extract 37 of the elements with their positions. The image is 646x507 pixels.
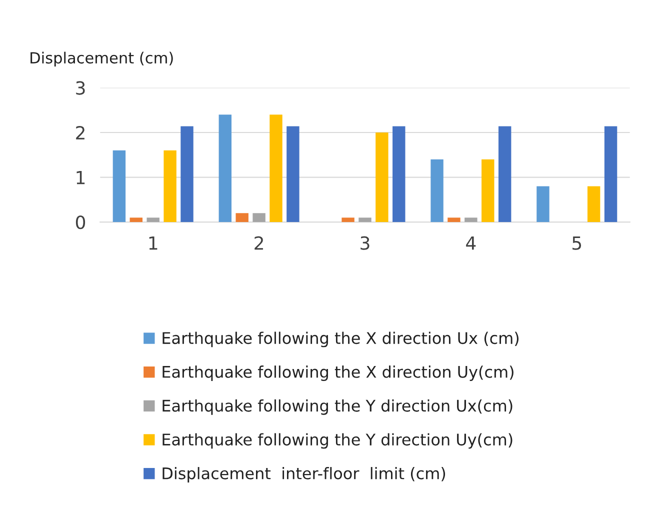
y-tick-label: 3 [76, 81, 85, 95]
y-axis-title: Displacement (cm) [30, 52, 173, 67]
bar [236, 213, 248, 222]
bar [218, 114, 232, 222]
bar [342, 218, 354, 222]
legend-label: Earthquake following the Y direction Uy(cm) [162, 433, 512, 449]
bar [376, 132, 388, 222]
x-tick-label: 3 [360, 236, 370, 250]
y-tick-label: 1 [76, 170, 85, 184]
bar [498, 126, 512, 222]
bar [448, 218, 460, 222]
bar [252, 213, 266, 222]
bar [587, 186, 600, 222]
x-tick-label: 1 [149, 236, 158, 250]
x-tick-label: 5 [572, 236, 582, 250]
y-tick-label: 0 [76, 216, 86, 230]
legend-label: Earthquake following the X direction Uy(cm) [162, 366, 514, 382]
bar [180, 126, 194, 222]
y-tick-label: 2 [76, 126, 84, 140]
bar [482, 159, 494, 222]
bar [464, 218, 478, 222]
bar [536, 186, 550, 222]
x-tick-label: 4 [466, 236, 476, 250]
bar [146, 218, 160, 222]
bar [358, 218, 372, 222]
bar [112, 150, 126, 222]
bar [270, 114, 282, 222]
x-tick-label: 2 [254, 236, 263, 250]
bar [392, 126, 406, 222]
bar [430, 159, 444, 222]
legend-label: Earthquake following the Y direction Ux(cm) [162, 399, 512, 415]
bar [286, 126, 300, 222]
bar [604, 126, 618, 222]
legend-label: Displacement inter-floor limit (cm) [162, 467, 446, 482]
bar [130, 218, 143, 222]
bar [164, 150, 176, 222]
legend-label: Earthquake following the X direction Ux (cm) [162, 332, 519, 348]
